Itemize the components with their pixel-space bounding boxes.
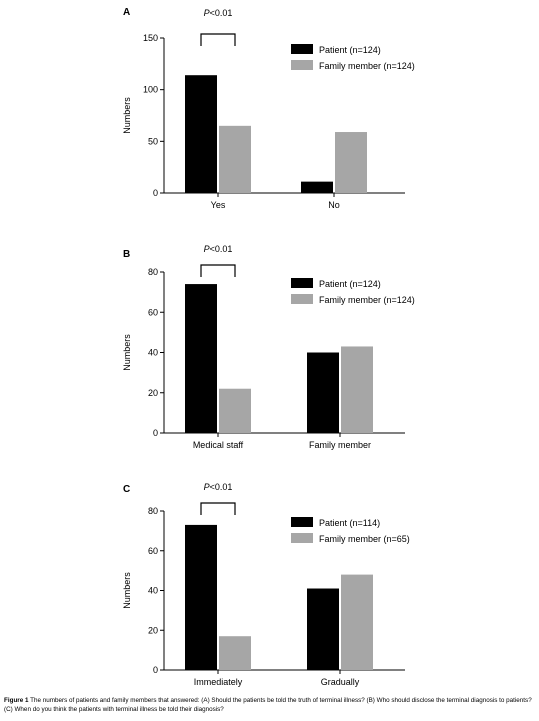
- caption-label: Figure 1: [4, 697, 29, 704]
- legend-label-series-1: Patient (n=114): [319, 518, 380, 528]
- legend-swatch-series-2: [291, 294, 313, 304]
- legend-swatch-series-2: [291, 60, 313, 70]
- legend-swatch-series-1: [291, 44, 313, 54]
- significance-bracket: [200, 33, 236, 46]
- bar-immediately-series-1: [185, 524, 217, 670]
- y-tick-label: 40: [148, 586, 158, 596]
- y-tick-label: 20: [148, 388, 158, 398]
- x-tick-label: No: [328, 200, 340, 210]
- bar-gradually-series-1: [307, 588, 339, 670]
- y-axis-title: Numbers: [122, 334, 132, 371]
- y-tick-label: 80: [148, 267, 158, 277]
- y-tick-label: 60: [148, 546, 158, 556]
- bar-yes-series-2: [219, 125, 251, 193]
- legend-swatch-series-1: [291, 278, 313, 288]
- y-tick-label: 40: [148, 348, 158, 358]
- bar-family-member-series-1: [307, 352, 339, 433]
- chart-panel-a: A 0 50 100 150 Numbers Yes No P<0.01 Patient (n=1…: [122, 7, 415, 210]
- p-value-annotation: P<0.01: [204, 482, 233, 492]
- bar-family-member-series-2: [341, 346, 373, 433]
- x-tick-label: Immediately: [194, 677, 243, 687]
- bar-medical-staff-series-1: [185, 284, 217, 433]
- bar-no-series-2: [335, 132, 367, 193]
- legend-swatch-series-1: [291, 517, 313, 527]
- bar-gradually-series-2: [341, 574, 373, 670]
- bar-medical-staff-series-2: [219, 388, 251, 433]
- legend-label-series-2: Family member (n=65): [319, 534, 410, 544]
- y-tick-label: 150: [143, 33, 158, 43]
- caption-text: The numbers of patients and family membe…: [4, 697, 532, 713]
- p-value-annotation: P<0.01: [204, 8, 233, 18]
- y-tick-label: 60: [148, 307, 158, 317]
- y-tick-label: 20: [148, 625, 158, 635]
- y-tick-label: 50: [148, 136, 158, 146]
- y-axis-title: Numbers: [122, 572, 132, 609]
- legend-label-series-2: Family member (n=124): [319, 295, 415, 305]
- panel-letter: A: [123, 7, 130, 18]
- bar-immediately-series-2: [219, 636, 251, 670]
- panel-letter: B: [123, 249, 130, 260]
- y-tick-label: 100: [143, 85, 158, 95]
- y-tick-label: 0: [153, 428, 158, 438]
- y-tick-label: 0: [153, 188, 158, 198]
- bar-yes-series-1: [185, 75, 217, 193]
- y-tick-label: 0: [153, 665, 158, 675]
- significance-bracket: [200, 264, 236, 277]
- figure-caption: Figure 1 The numbers of patients and fam…: [4, 697, 536, 714]
- legend-label-series-2: Family member (n=124): [319, 61, 415, 71]
- x-tick-label: Gradually: [321, 677, 360, 687]
- y-axis-title: Numbers: [122, 97, 132, 134]
- chart-panel-c: C 0 20 40 60 80 Numbers Immediately Gradually P<0…: [122, 482, 410, 687]
- x-tick-label: Yes: [211, 200, 226, 210]
- panel-letter: C: [123, 484, 130, 495]
- x-tick-label: Family member: [309, 440, 371, 450]
- p-value-annotation: P<0.01: [204, 244, 233, 254]
- bar-no-series-1: [301, 181, 333, 193]
- legend-label-series-1: Patient (n=124): [319, 279, 381, 289]
- y-tick-label: 80: [148, 506, 158, 516]
- legend-label-series-1: Patient (n=124): [319, 45, 381, 55]
- chart-panel-b: B 0 20 40 60 80 Numbers Medical staff Family mem…: [122, 244, 415, 450]
- x-tick-label: Medical staff: [193, 440, 244, 450]
- significance-bracket: [200, 502, 236, 515]
- legend-swatch-series-2: [291, 533, 313, 543]
